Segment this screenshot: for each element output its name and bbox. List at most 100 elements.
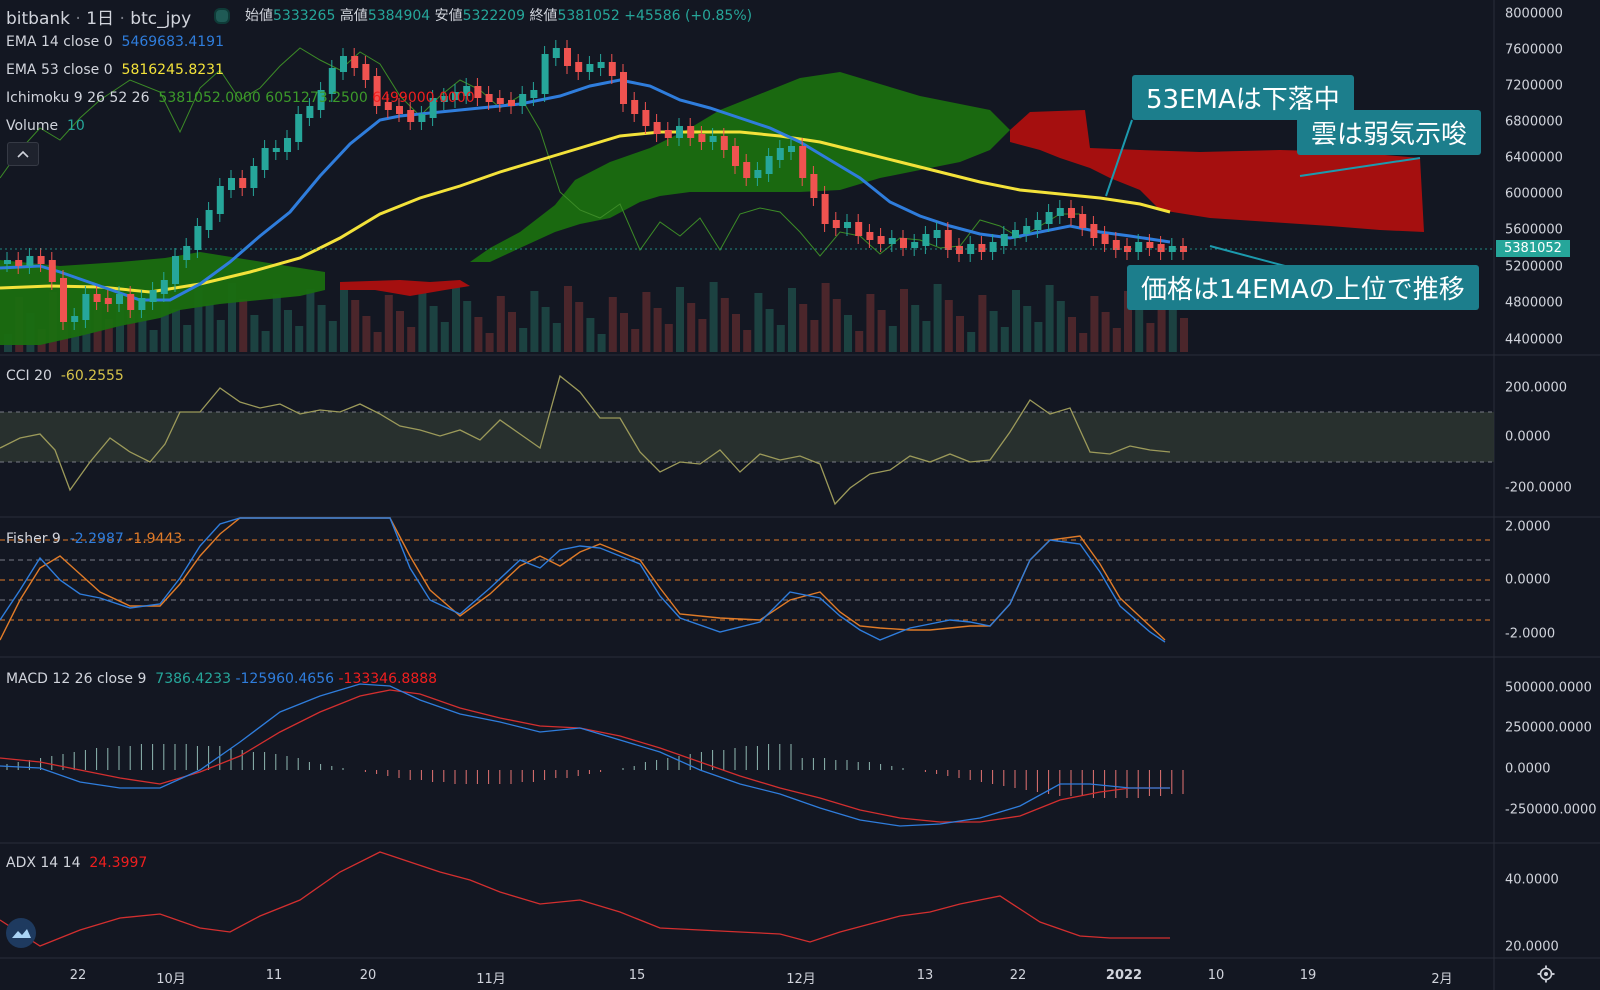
candle-body — [127, 294, 135, 310]
candle-body — [429, 98, 437, 118]
ichimoku-cloud-bullish-2 — [470, 72, 1010, 262]
volume-bar — [127, 298, 136, 352]
candle-body — [810, 174, 818, 198]
candle-body — [664, 130, 672, 138]
symbol-name[interactable]: btc_jpy — [130, 9, 192, 29]
volume-bar — [396, 311, 404, 352]
volume-bar — [317, 305, 326, 352]
settings-gear-icon[interactable] — [1537, 965, 1555, 983]
volume-bar — [956, 316, 964, 352]
candle-body — [1180, 246, 1187, 252]
candle-body — [116, 294, 123, 304]
volume-bar — [172, 309, 180, 352]
candle-body — [564, 48, 571, 66]
price-tick: 5200000 — [1505, 259, 1563, 275]
volume-bar — [765, 309, 774, 352]
time-tick: 2022 — [1105, 968, 1143, 983]
callout-price-above-ema14: 価格は14EMAの上位で推移 — [1127, 265, 1479, 310]
candle-body — [855, 222, 863, 236]
candle-body — [1012, 230, 1019, 238]
legend-cci[interactable]: CCI 20 -60.2555 — [6, 368, 124, 384]
candle-body — [384, 102, 392, 110]
volume-bar — [1090, 296, 1099, 352]
volume-bar — [228, 283, 236, 352]
candle-body — [754, 170, 762, 178]
cci-tick: 200.0000 — [1505, 380, 1568, 396]
fisher-tick: 2.0000 — [1505, 519, 1551, 535]
time-tick: 22 — [69, 968, 87, 983]
candle-body — [530, 90, 538, 98]
volume-bar — [754, 293, 763, 352]
price-tick: 6000000 — [1505, 186, 1563, 202]
volume-bar — [1012, 290, 1020, 352]
volume-bar — [384, 295, 393, 352]
volume-bar — [844, 315, 852, 352]
volume-bar — [1180, 318, 1188, 352]
volume-bar — [373, 332, 382, 352]
volume-bar — [1045, 285, 1054, 352]
volume-bar — [732, 314, 740, 352]
candle-body — [1101, 234, 1109, 244]
volume-bar — [474, 317, 483, 352]
legend-ema14[interactable]: EMA 14 close 0 5469683.4191 — [6, 34, 224, 50]
volume-bar — [351, 300, 360, 352]
candle-body — [351, 56, 359, 68]
time-tick: 20 — [359, 968, 377, 983]
volume-bar — [709, 282, 718, 352]
legend-fisher[interactable]: Fisher 9 -2.2987 -1.9443 — [6, 531, 183, 547]
legend-ichimoku[interactable]: Ichimoku 9 26 52 26 5381052.0000 6051273… — [6, 90, 475, 106]
candle-body — [743, 162, 751, 178]
legend-volume[interactable]: Volume 10 — [6, 118, 85, 134]
candle-body — [37, 256, 45, 264]
interval-label[interactable]: 1日 — [86, 9, 115, 29]
candle-body — [944, 230, 952, 250]
cci-tick: -200.0000 — [1505, 480, 1572, 496]
time-tick: 11 — [265, 968, 283, 983]
candle-body — [239, 178, 247, 188]
candle-body — [4, 260, 11, 264]
candle-body — [1168, 246, 1176, 252]
candle-body — [844, 222, 851, 228]
time-tick: 10月 — [156, 972, 186, 987]
volume-bar — [631, 329, 640, 352]
volume-bar — [407, 327, 416, 352]
time-tick: 12月 — [786, 972, 816, 987]
time-tick: 22 — [1009, 968, 1027, 983]
volume-bar — [160, 293, 169, 352]
volume-bar — [575, 302, 584, 352]
candle-body — [93, 294, 101, 302]
volume-bar — [664, 324, 673, 352]
volume-bar — [205, 304, 214, 352]
candle-body — [1146, 242, 1154, 248]
legend-macd[interactable]: MACD 12 26 close 9 7386.4233 -125960.465… — [6, 671, 438, 687]
candle-body — [149, 290, 157, 302]
volume-bar — [687, 303, 696, 352]
legend-ema53[interactable]: EMA 53 close 0 5816245.8231 — [6, 62, 224, 78]
candle-body — [284, 138, 291, 152]
fisher-line — [0, 517, 1166, 643]
price-tick: 6800000 — [1505, 114, 1563, 130]
candle-body — [1157, 244, 1165, 252]
adx-line — [0, 851, 1170, 947]
volume-bar — [340, 284, 348, 352]
time-tick: 2月 — [1431, 972, 1453, 987]
volume-bar — [564, 286, 572, 352]
legend-adx[interactable]: ADX 14 14 24.3997 — [6, 855, 148, 871]
tradingview-logo[interactable] — [6, 918, 36, 948]
candle-body — [496, 98, 504, 104]
volume-bar — [698, 319, 707, 352]
volume-bar — [1146, 323, 1155, 352]
collapse-legend-button[interactable] — [7, 142, 39, 166]
candle-body — [1124, 246, 1131, 252]
candle-body — [82, 294, 90, 320]
candle-body — [1112, 240, 1120, 250]
candle-body — [1045, 212, 1053, 224]
candle-body — [956, 246, 963, 254]
volume-bar — [900, 289, 908, 352]
candle-body — [295, 114, 303, 142]
volume-bar — [1135, 307, 1144, 352]
candle-body — [989, 242, 997, 252]
volume-bar — [250, 315, 259, 352]
volume-bar — [1000, 327, 1009, 352]
